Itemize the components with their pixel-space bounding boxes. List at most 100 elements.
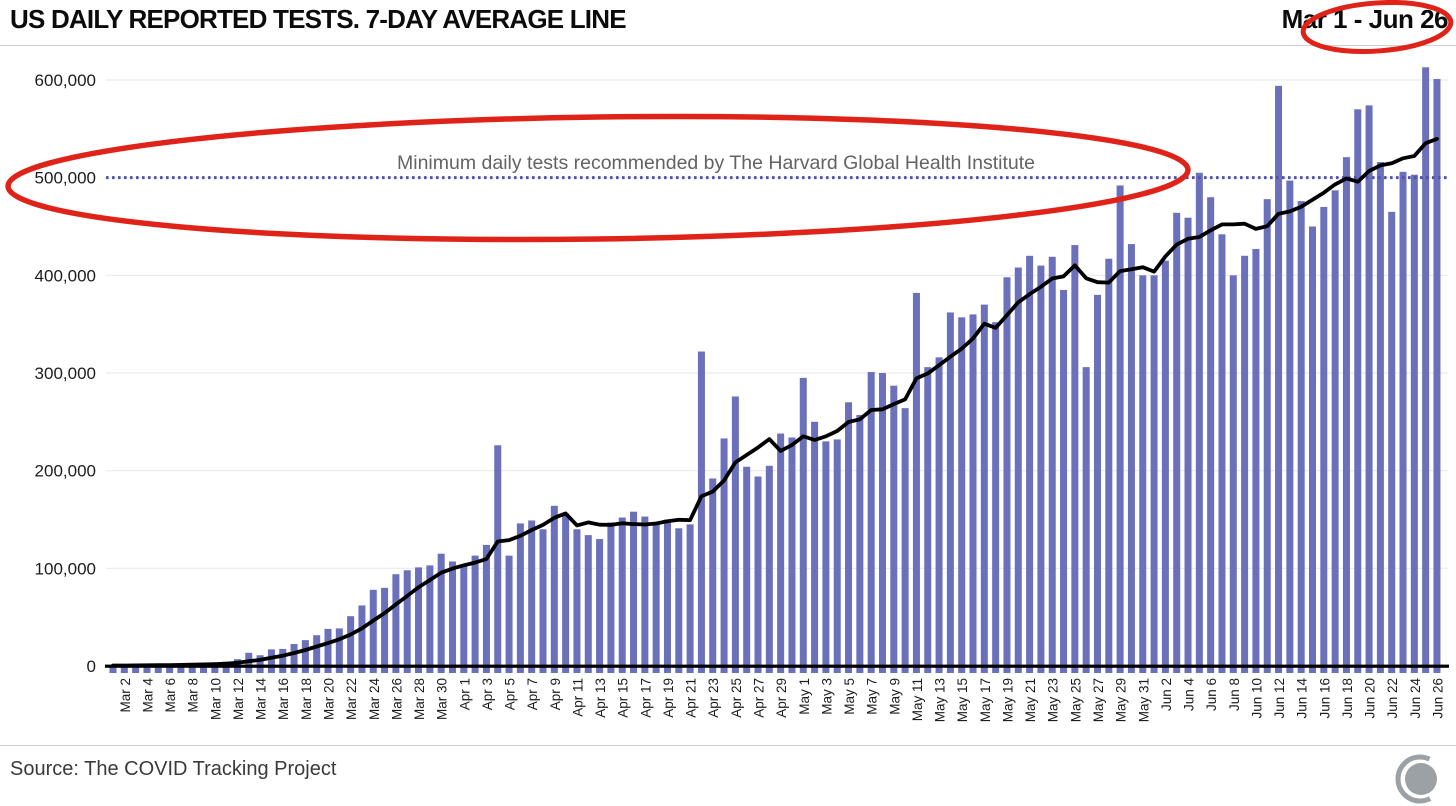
x-tick-label: May 9 bbox=[887, 678, 902, 715]
bar-jun-21 bbox=[1376, 162, 1384, 674]
bar-may-6 bbox=[856, 414, 864, 673]
bar-apr-23 bbox=[709, 478, 717, 673]
bar-may-17 bbox=[980, 304, 988, 673]
bar-mar-17 bbox=[290, 644, 298, 673]
bar-apr-20 bbox=[675, 528, 683, 673]
x-tick-label: Apr 17 bbox=[638, 678, 653, 718]
bar-apr-18 bbox=[652, 522, 660, 673]
x-tick-label: May 7 bbox=[865, 678, 880, 715]
x-tick-label: Jun 8 bbox=[1227, 678, 1242, 711]
bar-mar-14 bbox=[256, 655, 264, 673]
bar-may-27 bbox=[1093, 294, 1101, 673]
x-tick-label: Mar 26 bbox=[389, 678, 404, 720]
x-tick-label: May 13 bbox=[933, 678, 948, 722]
x-tick-label: Apr 9 bbox=[548, 678, 563, 710]
bar-apr-26 bbox=[743, 466, 751, 673]
bar-jun-15 bbox=[1308, 226, 1316, 673]
bar-jun-19 bbox=[1354, 109, 1362, 674]
x-tick-label: Apr 23 bbox=[706, 678, 721, 718]
bar-apr-3 bbox=[482, 544, 490, 673]
bar-jun-13 bbox=[1286, 180, 1294, 673]
x-tick-label: May 5 bbox=[842, 678, 857, 715]
bar-mar-30 bbox=[437, 553, 445, 673]
x-tick-label: Mar 16 bbox=[276, 678, 291, 720]
bar-apr-1 bbox=[460, 564, 468, 673]
bar-may-14 bbox=[946, 312, 954, 673]
bar-may-2 bbox=[811, 421, 819, 673]
bar-jun-6 bbox=[1207, 197, 1215, 673]
bar-mar-1 bbox=[109, 665, 117, 673]
bar-apr-11 bbox=[573, 529, 581, 673]
bar-may-10 bbox=[901, 408, 909, 673]
x-tick-label: Jun 4 bbox=[1182, 678, 1197, 712]
bar-mar-23 bbox=[358, 605, 366, 673]
bar-apr-28 bbox=[765, 465, 773, 673]
x-tick-label: Mar 20 bbox=[322, 678, 337, 720]
bar-mar-24 bbox=[369, 589, 377, 673]
bar-apr-6 bbox=[516, 523, 524, 673]
x-tick-label: Jun 22 bbox=[1385, 678, 1400, 719]
bar-apr-8 bbox=[539, 529, 547, 673]
x-tick-label: Jun 10 bbox=[1249, 678, 1264, 719]
y-tick-label: 0 bbox=[87, 657, 96, 676]
bar-may-25 bbox=[1071, 245, 1079, 673]
bar-may-3 bbox=[822, 441, 830, 673]
x-tick-label: Mar 10 bbox=[208, 678, 223, 720]
x-tick-label: Apr 7 bbox=[525, 678, 540, 710]
x-tick-label: Jun 2 bbox=[1159, 678, 1174, 711]
x-tick-label: Apr 1 bbox=[457, 678, 472, 710]
bar-jun-24 bbox=[1410, 174, 1418, 673]
bar-may-8 bbox=[878, 373, 886, 673]
bar-jun-4 bbox=[1184, 217, 1192, 673]
bar-may-21 bbox=[1026, 255, 1034, 674]
bar-may-22 bbox=[1037, 265, 1045, 673]
bar-mar-4 bbox=[143, 665, 151, 673]
x-tick-label: Jun 26 bbox=[1430, 678, 1445, 719]
bar-mar-13 bbox=[245, 652, 253, 673]
bar-mar-22 bbox=[347, 616, 355, 673]
x-tick-label: May 31 bbox=[1136, 678, 1151, 722]
bar-may-24 bbox=[1060, 289, 1068, 673]
bar-mar-7 bbox=[177, 664, 185, 673]
threshold-annotation-text: Minimum daily tests recommended by The H… bbox=[397, 152, 1035, 174]
bar-apr-29 bbox=[777, 433, 785, 673]
bar-apr-16 bbox=[630, 511, 638, 673]
bar-jun-20 bbox=[1365, 105, 1373, 674]
x-tick-label: Mar 14 bbox=[254, 678, 269, 721]
bar-mar-8 bbox=[188, 664, 196, 673]
x-tick-label: Apr 25 bbox=[729, 678, 744, 718]
x-tick-label: Apr 19 bbox=[661, 678, 676, 718]
footer-divider bbox=[0, 745, 1456, 746]
red-ellipse-threshold-annotation bbox=[5, 113, 1191, 243]
bar-jun-23 bbox=[1399, 171, 1407, 673]
bar-apr-5 bbox=[505, 555, 513, 673]
bar-may-1 bbox=[799, 377, 807, 673]
x-tick-label: May 25 bbox=[1068, 678, 1083, 722]
x-tick-label: Apr 3 bbox=[480, 678, 495, 710]
y-tick-label: 200,000 bbox=[35, 462, 96, 481]
covid-tracking-project-logo bbox=[1395, 754, 1445, 804]
x-tick-label: Jun 18 bbox=[1340, 678, 1355, 719]
source-credit: Source: The COVID Tracking Project bbox=[10, 758, 337, 780]
x-tick-label: Mar 8 bbox=[186, 678, 201, 713]
x-tick-label: Mar 2 bbox=[118, 678, 133, 713]
x-tick-label: May 17 bbox=[978, 678, 993, 722]
bar-jun-26 bbox=[1433, 79, 1441, 674]
bar-may-30 bbox=[1127, 244, 1135, 673]
bar-mar-31 bbox=[448, 561, 456, 673]
x-tick-label: Apr 21 bbox=[684, 678, 699, 718]
x-tick-label: Mar 12 bbox=[231, 678, 246, 720]
bar-jun-8 bbox=[1229, 275, 1237, 673]
bar-may-11 bbox=[912, 292, 920, 673]
bar-mar-29 bbox=[426, 565, 434, 673]
x-tick-label: Apr 15 bbox=[616, 678, 631, 718]
logo-dot bbox=[1405, 763, 1437, 795]
bar-jun-9 bbox=[1241, 255, 1249, 674]
bar-apr-24 bbox=[720, 438, 728, 673]
bar-apr-12 bbox=[584, 535, 592, 673]
x-tick-label: Apr 29 bbox=[774, 678, 789, 718]
bar-may-28 bbox=[1105, 258, 1113, 673]
bar-apr-14 bbox=[607, 522, 615, 673]
bar-apr-17 bbox=[641, 516, 649, 673]
